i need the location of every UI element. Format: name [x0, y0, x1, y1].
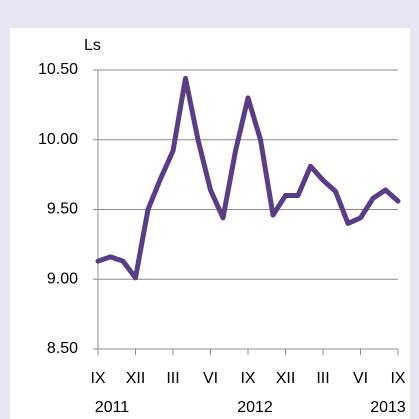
x-tick-label: III — [316, 370, 329, 387]
x-tick-label: XII — [276, 370, 296, 387]
y-tick-label: 9.50 — [47, 201, 78, 218]
y-tick-label: 8.50 — [47, 340, 78, 357]
x-tick-label: III — [166, 370, 179, 387]
x-group-label: 2013 — [370, 399, 406, 416]
y-tick-label: 9.00 — [47, 270, 78, 287]
x-tick-label: IX — [240, 370, 255, 387]
x-group-label: 2011 — [95, 399, 130, 416]
x-tick-label: IX — [90, 370, 105, 387]
x-group-label: 2012 — [237, 399, 273, 416]
x-tick-label: IX — [390, 370, 405, 387]
x-tick-label: XII — [126, 370, 146, 387]
y-axis-label: Ls — [84, 37, 101, 54]
series-line — [95, 75, 401, 281]
x-tick-label: VI — [353, 370, 368, 387]
y-tick-label: 10.50 — [38, 61, 78, 78]
y-tick-label: 10.00 — [38, 131, 78, 148]
x-tick-label: VI — [203, 370, 218, 387]
